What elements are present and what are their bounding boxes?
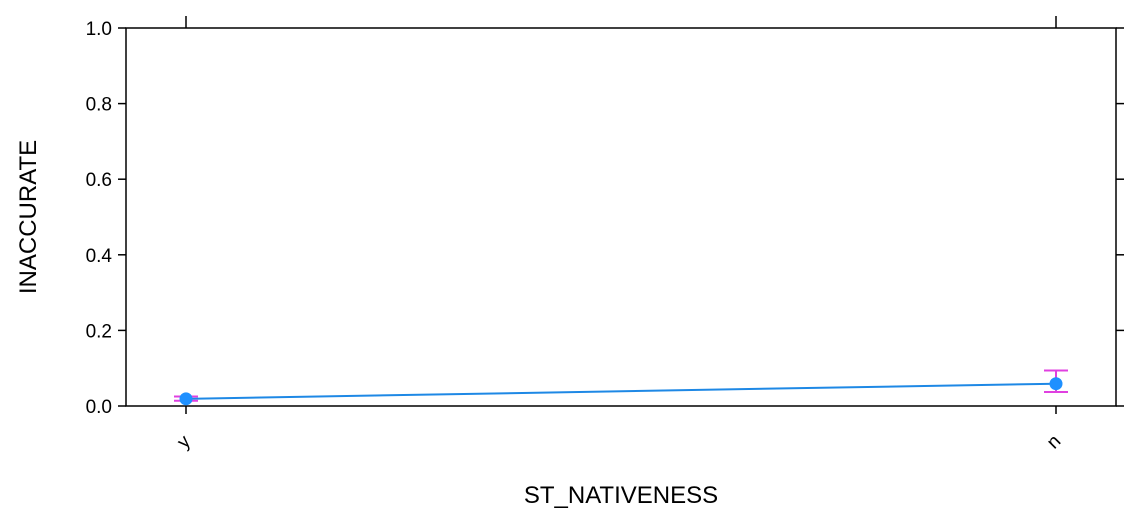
plot-marks	[174, 369, 1068, 406]
y-tick-label: 0.0	[86, 397, 112, 418]
y-tick-label: 0.6	[86, 170, 112, 191]
plot-frame	[125, 27, 1117, 407]
y-axis: 0.0 0.2 0.4 0.6 0.8 1.0	[86, 19, 1124, 418]
data-point	[179, 392, 193, 406]
data-point	[1049, 377, 1063, 391]
series-line	[185, 382, 1057, 400]
y-tick-label: 0.4	[86, 246, 113, 267]
y-axis-title: INACCURATE	[15, 140, 42, 294]
y-tick-label: 0.2	[86, 321, 112, 342]
x-axis-title: ST_NATIVENESS	[524, 482, 718, 509]
x-tick-label: n	[1043, 431, 1065, 453]
y-tick-label: 0.8	[86, 95, 112, 116]
y-tick-label: 1.0	[86, 19, 112, 40]
x-tick-label: y	[173, 431, 195, 453]
